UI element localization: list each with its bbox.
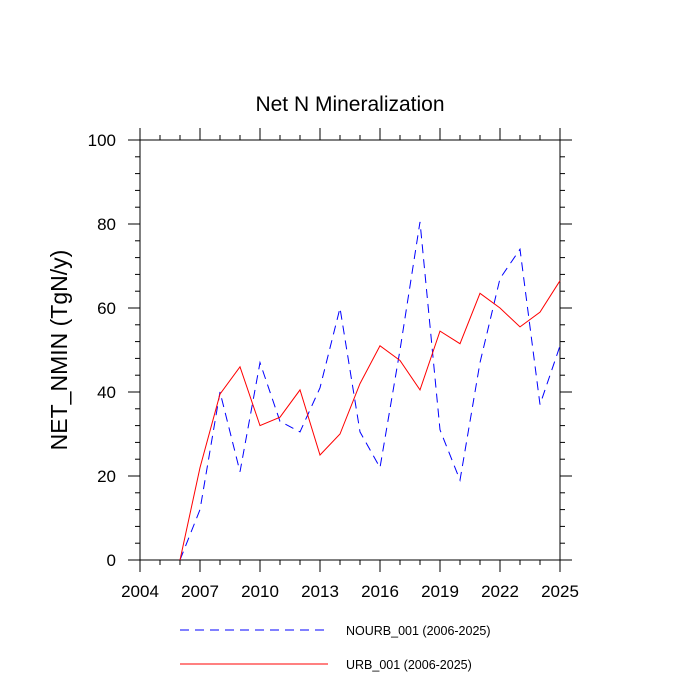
y-tick-labels: 0 20 40 60 80 100 <box>88 131 116 570</box>
y-axis-label: NET_NMIN (TgN/y) <box>46 250 72 451</box>
x-tick-label: 2019 <box>421 582 459 601</box>
x-tick-label: 2010 <box>241 582 279 601</box>
series-lines <box>179 221 561 561</box>
x-tick-label: 2022 <box>481 582 519 601</box>
series-line-1 <box>179 221 561 561</box>
tick-marks <box>128 128 572 572</box>
x-tick-label: 2016 <box>361 582 399 601</box>
legend-label-2: URB_001 (2006-2025) <box>346 658 472 672</box>
plot-frame <box>139 139 561 561</box>
x-tick-label: 2025 <box>541 582 579 601</box>
y-tick-label: 100 <box>88 131 116 150</box>
y-tick-label: 0 <box>107 551 116 570</box>
x-tick-label: 2007 <box>181 582 219 601</box>
legend-label-1: NOURB_001 (2006-2025) <box>346 624 491 638</box>
x-tick-label: 2013 <box>301 582 339 601</box>
y-tick-label: 40 <box>97 383 116 402</box>
y-tick-label: 60 <box>97 299 116 318</box>
series-line-2 <box>179 280 561 561</box>
y-tick-label: 80 <box>97 215 116 234</box>
legend: NOURB_001 (2006-2025) URB_001 (2006-2025) <box>180 624 491 672</box>
x-tick-labels: 2004 2007 2010 2013 2016 2019 2022 2025 <box>121 582 579 601</box>
chart-title: Net N Mineralization <box>255 93 444 116</box>
x-tick-label: 2004 <box>121 582 159 601</box>
y-tick-label: 20 <box>97 467 116 486</box>
